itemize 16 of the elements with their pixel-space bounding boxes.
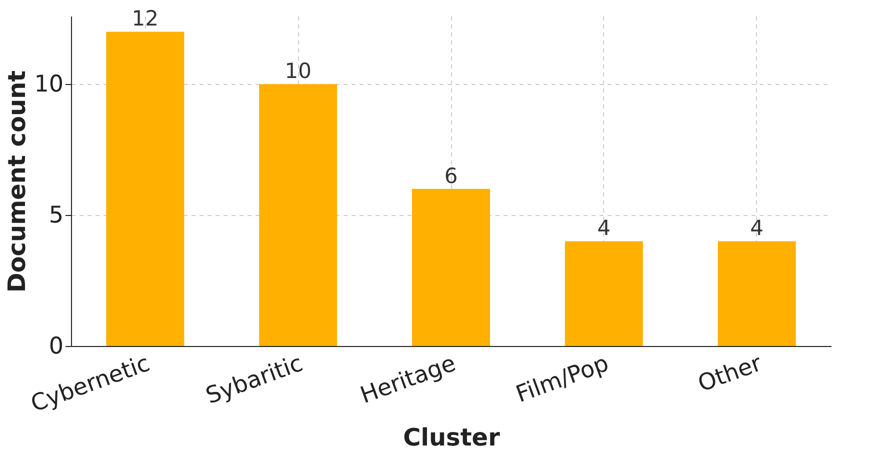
data-label: 4 — [750, 216, 764, 240]
bar — [718, 241, 796, 346]
data-label: 6 — [444, 164, 458, 188]
bar — [259, 84, 338, 346]
y-tick-label: 5 — [48, 202, 64, 229]
bar — [412, 188, 490, 346]
data-label: 10 — [284, 59, 312, 84]
x-axis-title: Cluster — [403, 424, 500, 452]
y-axis-title: Document count — [3, 70, 32, 293]
y-tick-label: 10 — [34, 72, 64, 98]
bar — [564, 241, 643, 346]
data-label: 4 — [597, 216, 611, 240]
y-tick-label: 0 — [48, 334, 64, 360]
bar — [106, 32, 184, 346]
data-label: 12 — [132, 6, 159, 31]
x-tick-label: Other — [694, 350, 766, 398]
